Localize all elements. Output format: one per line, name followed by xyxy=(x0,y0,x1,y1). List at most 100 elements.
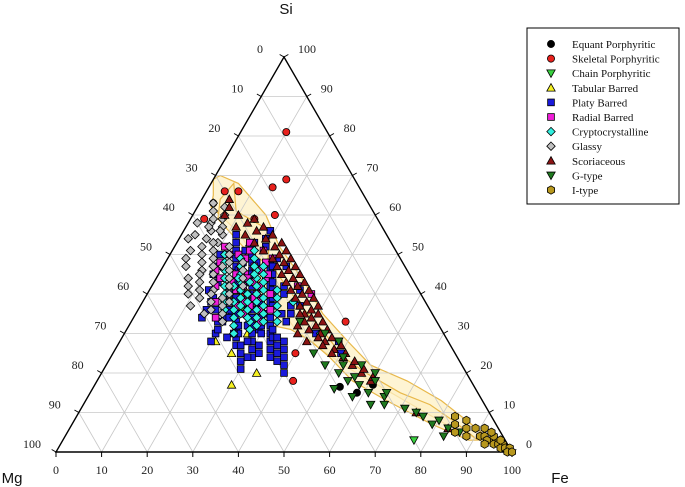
point-scoriaceous xyxy=(233,209,244,219)
tick-mark xyxy=(352,172,357,176)
point-scoriaceous xyxy=(295,269,305,279)
point-scoriaceous xyxy=(258,221,269,231)
legend-marker-skeletal-porphyritic xyxy=(547,54,555,63)
legend-marker-scoriaceous xyxy=(546,155,556,165)
point-glassy xyxy=(183,289,194,299)
legend-marker-radial-barred xyxy=(547,113,555,121)
point-platy-barred xyxy=(207,337,215,346)
legend-entry-skeletal-porphyritic: Skeletal Porphyritic xyxy=(572,54,660,66)
series-i-type xyxy=(450,411,516,457)
point-skeletal-porphyritic xyxy=(282,128,291,137)
tick-label-si: 60 xyxy=(389,200,401,214)
point-scoriaceous xyxy=(231,221,241,231)
point-scoriaceous xyxy=(327,348,337,358)
point-scoriaceous xyxy=(281,277,292,286)
point-g-type xyxy=(338,361,349,371)
point-scoriaceous xyxy=(349,356,360,365)
point-glassy xyxy=(197,257,207,268)
point-i-type xyxy=(462,431,471,441)
tick-mark xyxy=(74,409,80,413)
point-g-type xyxy=(370,377,381,386)
tick-mark xyxy=(329,133,335,137)
point-scoriaceous xyxy=(304,285,314,294)
point-i-type xyxy=(462,415,471,426)
point-g-type xyxy=(379,400,390,410)
point-glassy xyxy=(217,316,228,327)
point-scoriaceous xyxy=(272,261,283,271)
legend-marker-glassy xyxy=(546,141,556,151)
point-g-type xyxy=(320,329,330,339)
point-platy-barred xyxy=(236,365,245,373)
point-cryptocrystalline xyxy=(249,253,260,264)
point-glassy xyxy=(194,277,205,287)
point-platy-barred xyxy=(280,337,288,346)
tick-label-si: 70 xyxy=(366,161,378,175)
point-g-type xyxy=(295,317,305,327)
point-g-type xyxy=(365,400,376,410)
point-i-type xyxy=(471,423,480,433)
point-glassy xyxy=(215,226,225,236)
tick-mark xyxy=(188,212,194,216)
legend-entry-tabular-barred: Tabular Barred xyxy=(572,83,639,95)
tick-mark xyxy=(283,54,289,58)
point-i-type xyxy=(507,447,516,457)
point-glassy xyxy=(197,241,207,252)
tick-label-mg: 100 xyxy=(23,437,41,451)
legend-marker-chain-porphyritic xyxy=(546,69,556,79)
tick-label-si: 30 xyxy=(458,319,470,333)
tick-mark xyxy=(256,93,262,97)
point-glassy xyxy=(197,249,207,260)
point-skeletal-porphyritic xyxy=(234,187,243,196)
point-radial-barred xyxy=(266,290,275,298)
point-scoriaceous xyxy=(299,277,310,286)
point-glassy xyxy=(181,261,191,272)
legend-entry-cryptocrystalline: Cryptocrystalline xyxy=(572,127,648,139)
point-g-type xyxy=(363,388,374,398)
point-platy-barred xyxy=(266,353,275,361)
point-cryptocrystalline xyxy=(242,312,253,323)
point-platy-barred xyxy=(232,238,240,247)
point-g-type xyxy=(320,361,330,371)
point-platy-barred xyxy=(280,353,288,361)
point-scoriaceous xyxy=(224,202,235,211)
point-scoriaceous xyxy=(267,253,278,263)
point-glassy xyxy=(206,305,216,315)
point-scoriaceous xyxy=(249,237,260,247)
point-g-type xyxy=(347,392,358,402)
legend-marker-cryptocrystalline xyxy=(546,126,556,137)
point-cryptocrystalline xyxy=(249,269,260,280)
point-platy-barred xyxy=(214,325,222,334)
point-i-type xyxy=(450,427,460,437)
tick-mark xyxy=(374,212,380,216)
tick-label-si: 50 xyxy=(412,240,424,254)
point-scoriaceous xyxy=(290,261,301,271)
tick-label-fe: 0 xyxy=(53,463,59,477)
point-cryptocrystalline xyxy=(258,316,269,327)
point-platy-barred xyxy=(280,345,288,354)
point-tabular-barred xyxy=(226,348,237,358)
point-radial-barred xyxy=(211,313,220,322)
point-cryptocrystalline xyxy=(272,316,282,327)
point-platy-barred xyxy=(280,369,288,377)
point-glassy xyxy=(217,293,228,303)
point-platy-barred xyxy=(268,278,277,286)
point-i-type xyxy=(462,423,471,433)
tick-label-si: 80 xyxy=(344,121,356,135)
tick-label-fe: 100 xyxy=(503,463,521,477)
tick-label-fe: 40 xyxy=(232,463,244,477)
tick-mark xyxy=(142,291,148,295)
legend-entry-platy-barred: Platy Barred xyxy=(572,97,628,109)
point-scoriaceous xyxy=(308,292,319,302)
point-platy-barred xyxy=(266,345,275,354)
point-platy-barred xyxy=(236,341,245,350)
point-glassy xyxy=(199,308,209,319)
tick-mark xyxy=(420,291,426,295)
point-scoriaceous xyxy=(290,292,301,302)
tick-label-si: 0 xyxy=(526,437,532,451)
point-tabular-barred xyxy=(251,367,262,377)
legend-marker-platy-barred xyxy=(547,98,555,107)
point-radial-barred xyxy=(266,306,275,314)
point-glassy xyxy=(190,229,200,240)
legend-marker-equant-porphyritic xyxy=(547,40,555,48)
point-g-type xyxy=(333,369,344,379)
